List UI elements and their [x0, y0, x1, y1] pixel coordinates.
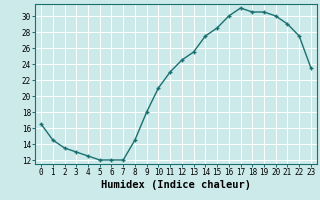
- X-axis label: Humidex (Indice chaleur): Humidex (Indice chaleur): [101, 180, 251, 190]
